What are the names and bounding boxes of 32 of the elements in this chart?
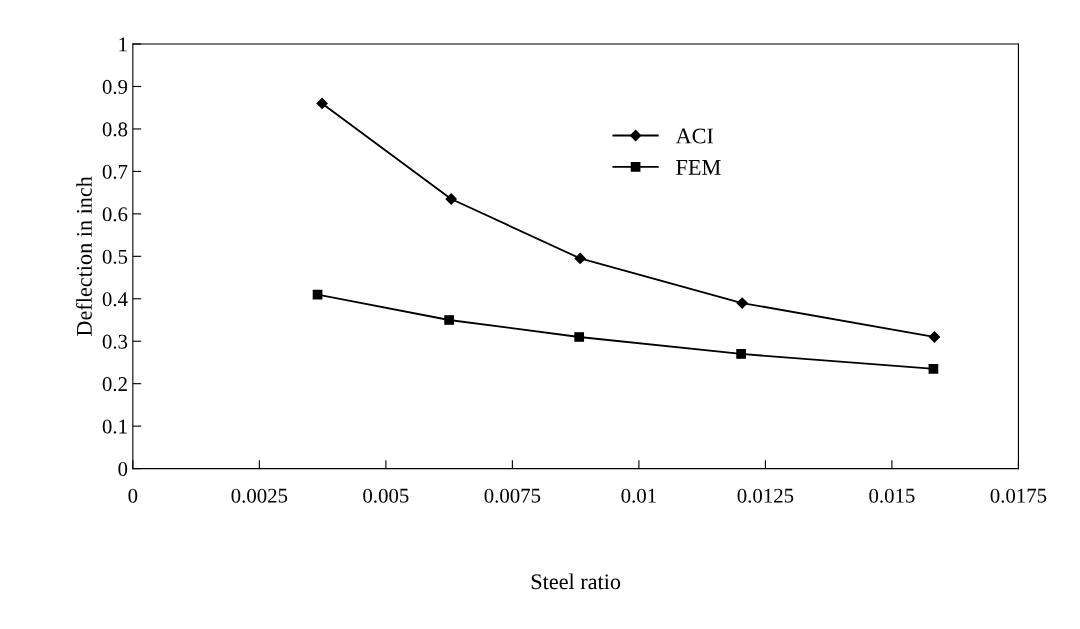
y-axis-title: Deflection in inch bbox=[76, 176, 92, 336]
y-tick-label: 0.6 bbox=[102, 207, 128, 222]
point bbox=[928, 331, 941, 343]
point bbox=[736, 297, 748, 309]
point bbox=[574, 252, 586, 265]
x-tick-label: 0 bbox=[128, 488, 138, 503]
point bbox=[928, 363, 939, 374]
y-tick-label: 0.5 bbox=[102, 249, 128, 264]
x-axis-title: Steel ratio bbox=[531, 573, 621, 590]
point bbox=[736, 349, 746, 359]
y-tick-label: 1 bbox=[119, 37, 127, 52]
y-tick-label: 0.8 bbox=[102, 122, 128, 137]
point bbox=[444, 315, 454, 325]
x-tick-label: 0.01 bbox=[621, 488, 656, 503]
y-tick-label: 0.3 bbox=[102, 334, 128, 349]
x-tick-label: 0.0025 bbox=[231, 488, 288, 503]
x-tick-label: 0.005 bbox=[363, 488, 409, 503]
x-tick-label: 0.015 bbox=[869, 488, 915, 503]
point bbox=[445, 193, 457, 205]
x-tick-label: 0.0075 bbox=[484, 488, 541, 503]
x-tick-label: 0.0125 bbox=[737, 488, 794, 503]
y-tick-label: 0.7 bbox=[102, 164, 128, 179]
x-tick-label: 0.0175 bbox=[990, 488, 1047, 503]
y-tick-label: 0.1 bbox=[102, 419, 127, 434]
y-tick-label: 0 bbox=[118, 461, 128, 477]
y-tick-label: 0.2 bbox=[102, 377, 127, 392]
point bbox=[316, 97, 328, 110]
y-tick-label: 0.4 bbox=[102, 292, 128, 307]
point bbox=[574, 332, 585, 342]
legend-label: FEM bbox=[676, 160, 721, 175]
legend-label: ACI bbox=[675, 128, 714, 144]
y-tick-label: 0.9 bbox=[102, 79, 128, 95]
